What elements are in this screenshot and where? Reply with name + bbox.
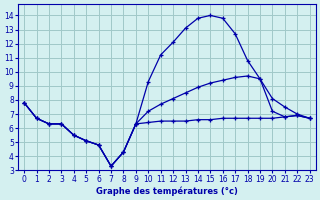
X-axis label: Graphe des températures (°c): Graphe des températures (°c) — [96, 186, 238, 196]
